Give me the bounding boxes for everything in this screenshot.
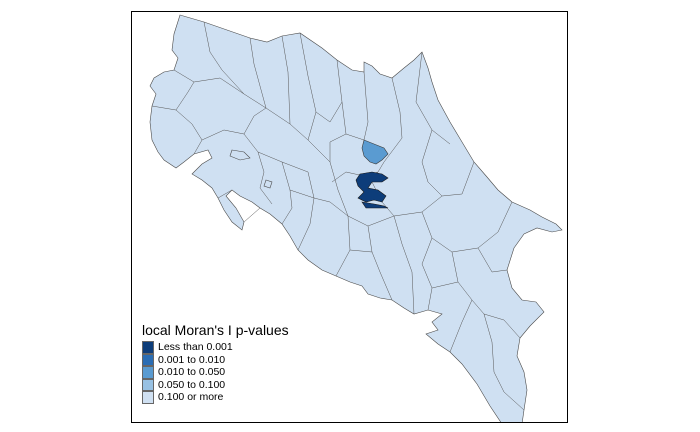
- district-boundaries: [151, 21, 525, 411]
- legend-swatch: [142, 341, 154, 354]
- legend-title: local Moran's I p-values: [142, 322, 289, 338]
- legend-item: 0.050 to 0.100: [142, 378, 289, 391]
- legend-label: 0.050 to 0.100: [158, 378, 226, 391]
- district-pvalue-less-than-0.001-b: [361, 201, 389, 209]
- district-pvalue-0.010-0.050: [361, 139, 389, 165]
- legend-item: 0.001 to 0.010: [142, 353, 289, 366]
- legend-item: Less than 0.001: [142, 341, 289, 354]
- legend-label: 0.001 to 0.010: [158, 353, 226, 366]
- legend-items: Less than 0.001 0.001 to 0.010 0.010 to 0.…: [142, 341, 289, 404]
- island-2: [263, 179, 273, 189]
- country-outline: [149, 14, 563, 422]
- island-1: [229, 149, 251, 161]
- legend-swatch: [142, 353, 154, 366]
- legend-label: 0.010 to 0.050: [158, 366, 226, 379]
- map-frame: local Moran's I p-values Less than 0.001…: [131, 11, 568, 423]
- legend-item: 0.010 to 0.050: [142, 366, 289, 379]
- legend-swatch: [142, 378, 154, 391]
- legend-label: 0.100 or more: [158, 391, 224, 404]
- legend-item: 0.100 or more: [142, 391, 289, 404]
- legend-swatch: [142, 391, 154, 404]
- choropleth-map: [149, 14, 563, 422]
- map-legend: local Moran's I p-values Less than 0.001…: [142, 322, 289, 404]
- legend-swatch: [142, 366, 154, 379]
- district-pvalue-less-than-0.001-a: [355, 171, 389, 203]
- legend-label: Less than 0.001: [158, 341, 233, 354]
